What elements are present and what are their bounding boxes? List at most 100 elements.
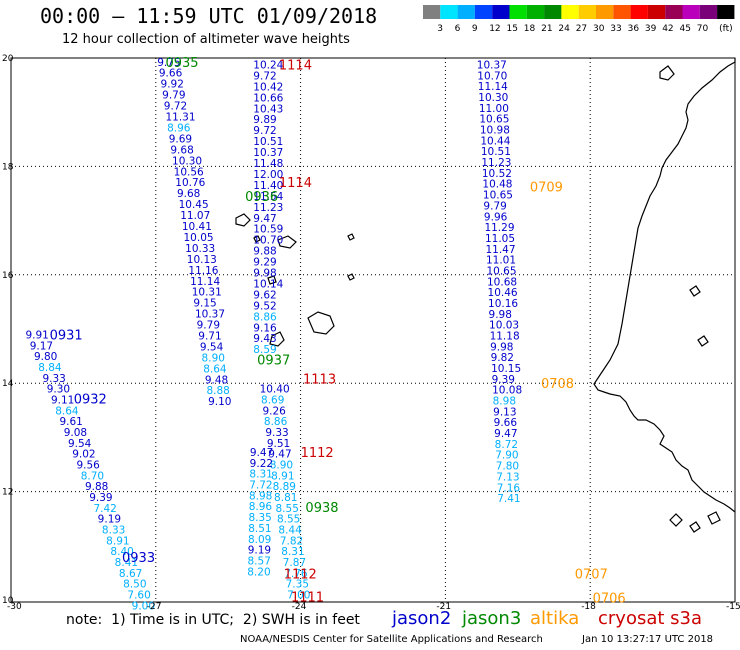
pass-time-label: 1113 [303,372,336,387]
swh-value: 7.00 [287,590,310,602]
track-f: 10.3710.7011.1410.3011.0010.6510.9810.44… [477,60,522,506]
swh-value: 7.13 [496,471,519,483]
lon-tick-label: -30 [7,602,22,612]
lon-tick-label: -27 [147,602,162,612]
swh-value: 10.70 [477,70,507,82]
swh-value: 9.26 [262,405,286,417]
swh-value: 9.39 [492,374,515,386]
swh-value: 11.23 [481,157,511,169]
swh-value: 10.65 [483,190,513,202]
swh-value: 9.47 [250,447,273,459]
swh-value: 9.10 [208,396,231,408]
swh-value: 9.17 [30,340,53,352]
colorbar-swatch [630,5,648,19]
lon-tick-label: -15 [726,602,740,612]
swh-value: 11.40 [253,180,283,192]
pass-time-label: 0931 [50,328,83,343]
colorbar-swatch [682,5,700,19]
swh-value: 10.65 [486,265,516,277]
swh-value: 9.69 [169,133,192,145]
swh-value: 9.62 [253,289,276,301]
swh-value: 8.96 [167,122,191,134]
swh-value: 9.98 [490,341,513,353]
colorbar-swatch [699,5,718,19]
swh-value: 7.72 [249,480,272,492]
swh-value: 8.51 [248,523,271,535]
colorbar-swatch [717,5,735,19]
swh-value: 8.90 [202,352,225,364]
swh-value: 8.57 [248,555,271,567]
lat-tick-label: 18 [2,162,14,172]
swh-value: 8.86 [253,311,277,323]
colorbar-label: 70 [697,24,709,34]
coast-inlet-2 [697,335,709,347]
swh-value: 8.20 [247,566,270,578]
colorbar-label: 39 [645,24,657,34]
swh-value: 11.48 [253,158,283,170]
swh-value: 9.72 [253,125,276,137]
swh-value: 7.76 [284,568,308,580]
swh-value: 10.33 [185,243,215,255]
swh-value: 8.96 [249,501,273,513]
swh-value: 11.31 [165,112,195,124]
swh-value: 8.35 [248,512,271,524]
pass-time-label: 0936 [245,190,278,205]
africa-coastline [593,58,736,513]
colorbar-label: 36 [628,24,640,34]
swh-value: 9.54 [200,341,224,353]
swh-value: 9.33 [42,373,65,385]
swh-value: 9.66 [494,417,518,429]
colorbar-swatch [613,5,631,19]
swh-value: 9.47 [494,428,517,440]
swh-value: 8.98 [249,490,272,502]
pass-time-label: 0708 [541,377,574,392]
colorbar-label: 15 [507,24,518,34]
swh-value: 8.89 [273,481,296,493]
swh-value: 9.92 [161,79,184,91]
swh-value: 10.46 [488,287,518,299]
swh-value: 10.16 [488,298,518,310]
swh-value: 9.72 [253,70,276,82]
coast-islands-south [669,511,721,533]
swh-value: 9.30 [47,384,70,396]
swh-value: 11.05 [485,233,515,245]
swh-value: 11.54 [253,191,283,203]
swh-value: 10.40 [260,384,290,396]
track-e: 9.919.179.808.849.339.309.118.649.619.08… [25,329,155,612]
pass-time-label: 1114 [279,59,312,74]
colorbar-label: 45 [680,24,691,34]
swh-value: 9.66 [159,68,183,80]
swh-value: 7.90 [495,450,518,462]
swh-value: 7.60 [127,590,150,602]
swh-value: 8.40 [110,546,133,558]
swh-value: 7.82 [280,535,303,547]
canary-island-1 [235,213,251,227]
swh-value: 9.19 [248,545,271,557]
swh-value: 8.88 [206,385,229,397]
pass-time-label: 1112 [301,446,334,461]
swh-value: 8.91 [271,470,294,482]
swh-value: 9.75 [157,57,180,69]
track-a: 9.759.669.929.799.7211.318.969.699.6810.… [157,57,231,408]
swh-value: 9.88 [253,246,276,258]
swh-value: 11.14 [478,81,508,93]
swh-value: 9.16 [253,322,277,334]
swh-value: 9.52 [253,300,276,312]
map-grid [11,58,735,600]
track-d: 9.479.228.317.728.988.968.358.518.099.19… [247,447,273,578]
colorbar-label: 9 [472,24,478,34]
swh-value: 9.43 [253,333,276,345]
page-title: 00:00 – 11:59 UTC 01/09/2018 [40,4,378,28]
credit-line: NOAA/NESDIS Center for Satellite Applica… [240,634,543,645]
swh-value: 8.70 [81,470,104,482]
colorbar-swatch [423,5,441,19]
swh-value: 10.42 [253,81,283,93]
lat-tick-label: 12 [2,488,13,498]
colorbar-swatch [596,5,614,19]
swh-value: 8.31 [249,469,272,481]
pass-time-label: 1112 [284,567,317,582]
swh-value: 10.51 [253,136,283,148]
swh-value: 7.16 [497,482,521,494]
colorbar-label: (ft) [719,24,733,34]
